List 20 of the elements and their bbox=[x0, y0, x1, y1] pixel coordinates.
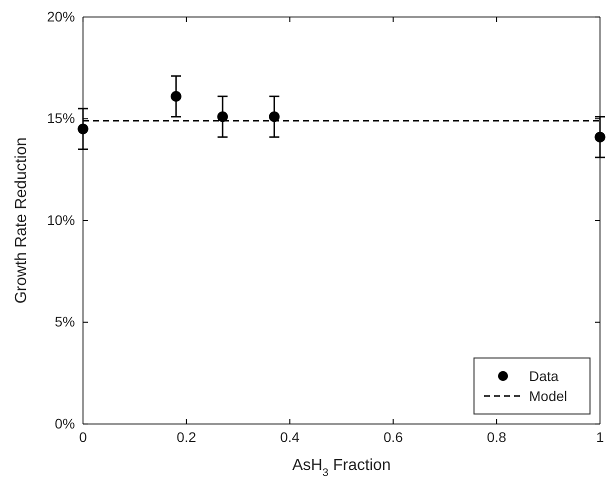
point bbox=[217, 111, 228, 122]
y-tick-label: 20% bbox=[46, 8, 75, 24]
x-axis-title: AsH$_{3}$ Fraction bbox=[292, 457, 391, 479]
y-tick-label: 10% bbox=[46, 212, 75, 228]
y-tick-label: 0% bbox=[54, 415, 75, 432]
legend-label: Data bbox=[529, 368, 559, 384]
point bbox=[268, 111, 280, 122]
point bbox=[170, 91, 182, 102]
x-tick-label: 0.2 bbox=[176, 428, 196, 445]
x-tick-label: 0.8 bbox=[486, 428, 507, 445]
legend-label: Model bbox=[529, 388, 568, 404]
x-tick-label: 0 bbox=[79, 428, 88, 445]
y-axis-title: Growth Rate Reduction bbox=[13, 137, 30, 304]
x-tick-label: 0.4 bbox=[280, 428, 300, 445]
x-tick-label: 0.6 bbox=[383, 428, 404, 445]
y-tick-label: 5% bbox=[54, 314, 75, 330]
point bbox=[78, 124, 88, 134]
x-tick-label: 1 bbox=[596, 428, 604, 445]
point bbox=[594, 132, 606, 142]
y-tick-label: 15% bbox=[46, 110, 75, 126]
